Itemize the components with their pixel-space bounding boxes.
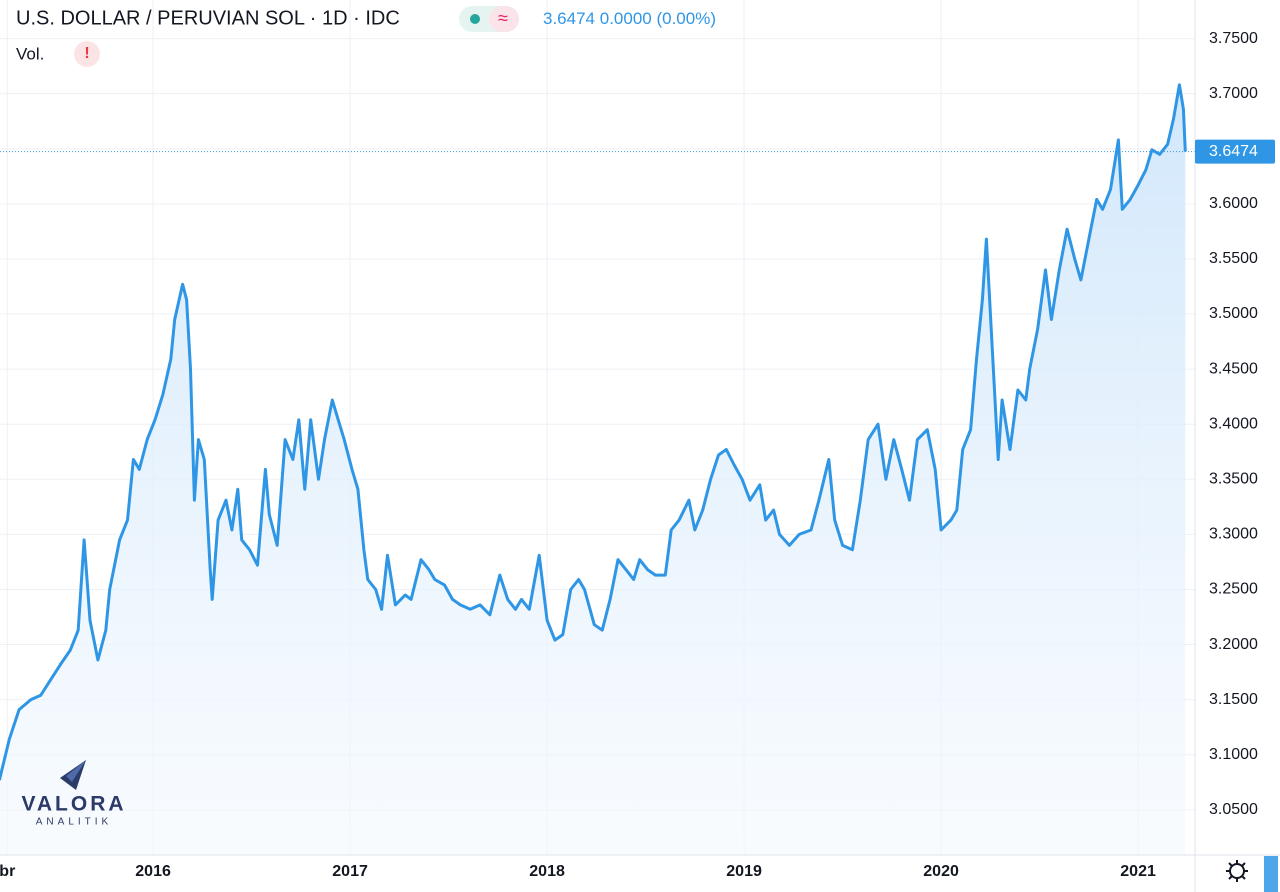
logo-tagline: ANALITIK bbox=[36, 817, 112, 828]
badge-icon: ≈ bbox=[498, 8, 508, 28]
y-tick-label: 3.2500 bbox=[1209, 581, 1258, 598]
last-price-label: 3.6474 bbox=[1209, 143, 1258, 160]
x-tick-label: 2021 bbox=[1120, 863, 1156, 880]
x-tick-label: br bbox=[0, 863, 15, 880]
scroll-handle[interactable] bbox=[1264, 856, 1278, 892]
area-fill bbox=[0, 84, 1186, 855]
x-tick-label: 2017 bbox=[332, 863, 368, 880]
volume-label: Vol. bbox=[16, 44, 44, 63]
x-tick-label: 2019 bbox=[726, 863, 762, 880]
y-tick-label: 3.7000 bbox=[1209, 85, 1258, 102]
status-dot bbox=[470, 14, 480, 24]
warning-icon: ! bbox=[84, 45, 89, 62]
y-tick-label: 3.5500 bbox=[1209, 250, 1258, 267]
y-tick-label: 3.3500 bbox=[1209, 471, 1258, 488]
logo-icon bbox=[66, 760, 86, 782]
chart-title: U.S. DOLLAR / PERUVIAN SOL · 1D · IDC bbox=[16, 7, 400, 29]
change: 0.0000 bbox=[600, 9, 652, 28]
settings-button[interactable] bbox=[1226, 860, 1248, 882]
logo: VALORA ANALITIK bbox=[21, 760, 126, 828]
x-tick-label: 2018 bbox=[529, 863, 565, 880]
x-tick-label: 2016 bbox=[135, 863, 171, 880]
axes: 3.0500 3.1000 3.1500 3.2000 3.2500 3.3000 3.35… bbox=[0, 30, 1275, 880]
y-tick-label: 3.5000 bbox=[1209, 305, 1258, 322]
change-pct: (0.00%) bbox=[656, 9, 716, 28]
y-tick-label: 3.0500 bbox=[1209, 801, 1258, 818]
gear bbox=[1229, 863, 1245, 879]
plot bbox=[0, 83, 1195, 855]
x-tick-label: 2020 bbox=[923, 863, 959, 880]
y-tick-label: 3.7500 bbox=[1209, 30, 1258, 47]
gear bbox=[1226, 860, 1248, 882]
last-price: 3.6474 bbox=[543, 9, 595, 28]
y-tick-label: 3.4000 bbox=[1209, 415, 1258, 432]
y-tick-label: 3.2000 bbox=[1209, 636, 1258, 653]
warning-badge[interactable] bbox=[74, 41, 100, 67]
last-price-tag bbox=[1195, 139, 1275, 164]
y-tick-label: 3.4500 bbox=[1209, 360, 1258, 377]
price-line bbox=[0, 83, 1187, 781]
y-tick-label: 3.3000 bbox=[1209, 526, 1258, 543]
y-tick-label: 3.1500 bbox=[1209, 691, 1258, 708]
badge bbox=[489, 6, 519, 32]
price-info: 3.6474 0.0000 (0.00%) bbox=[543, 9, 716, 28]
logo-name: VALORA bbox=[21, 793, 126, 816]
y-tick-label: 3.6000 bbox=[1209, 195, 1258, 212]
y-tick-label: 3.1000 bbox=[1209, 746, 1258, 763]
